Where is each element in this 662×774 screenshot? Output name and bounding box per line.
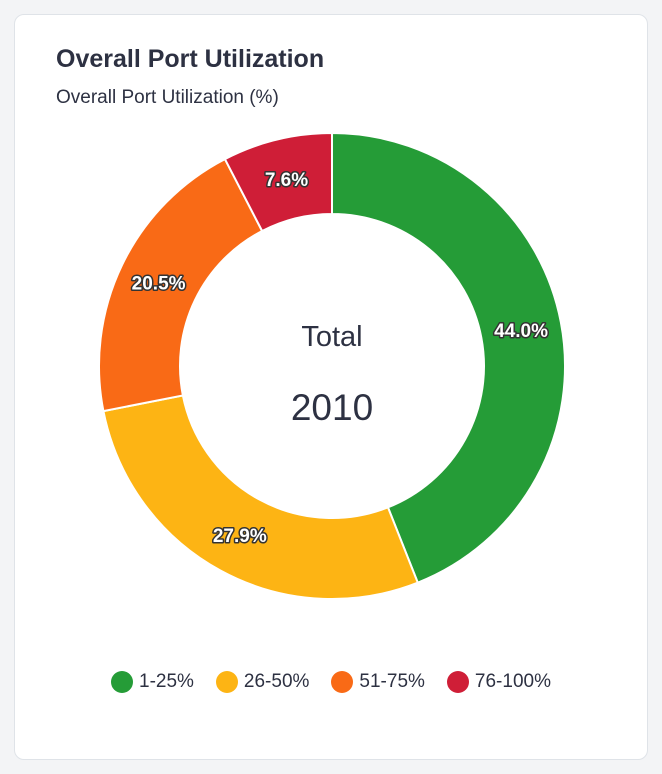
slice-76-100%[interactable] — [223, 131, 333, 233]
slice-label-76-100%: 7.6% — [265, 170, 308, 191]
legend-label: 26-50% — [243, 671, 310, 692]
center-total-value: 2010 — [291, 387, 373, 428]
legend-item-76-100%[interactable]: 76-100% — [446, 671, 551, 693]
chart-title: Overall Port Utilization — [56, 45, 325, 73]
legend-label: 51-75% — [359, 671, 425, 692]
legend-swatch — [215, 671, 238, 693]
donut-slices — [98, 131, 566, 600]
legend-label: 76-100% — [474, 671, 551, 692]
chart-subtitle: Overall Port Utilization (%) — [56, 87, 279, 108]
legend-swatch — [331, 671, 354, 693]
center-total-label: Total — [301, 321, 362, 353]
slice-label-51-75%: 20.5% — [132, 273, 186, 294]
slice-26-50%[interactable] — [102, 394, 420, 600]
slice-1-25%[interactable] — [331, 131, 566, 584]
chart-card: Overall Port Utilization Overall Port Ut… — [14, 14, 648, 760]
slice-label-1-25%: 44.0% — [494, 321, 548, 342]
slice-label-26-50%: 27.9% — [213, 526, 267, 547]
donut-chart: 44.0% 27.9% 20.5% 7.6% Total 2010 — [98, 131, 566, 600]
legend-item-51-75%[interactable]: 51-75% — [331, 671, 425, 693]
legend-item-26-50%[interactable]: 26-50% — [215, 671, 310, 693]
legend-swatch — [111, 671, 133, 693]
legend-item-1-25%[interactable]: 1-25% — [111, 671, 194, 693]
slice-labels: 44.0% 27.9% 20.5% 7.6% — [130, 168, 549, 548]
chart-legend: 1-25% 26-50% 51-75% 76-100% — [15, 671, 647, 693]
legend-label: 1-25% — [139, 671, 194, 692]
legend-swatch — [446, 671, 469, 693]
